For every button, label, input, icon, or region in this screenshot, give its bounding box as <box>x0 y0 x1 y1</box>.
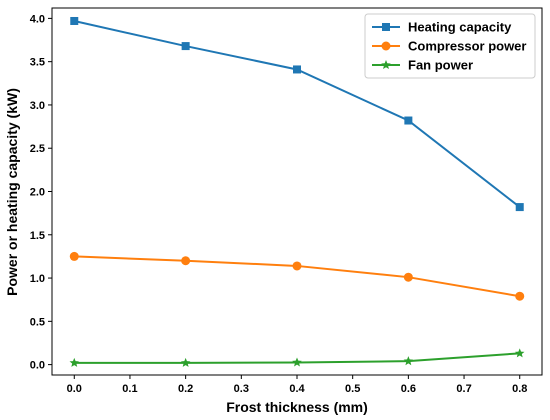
data-point <box>69 357 80 367</box>
y-tick-label: 3.0 <box>30 100 45 112</box>
legend-marker <box>381 41 391 51</box>
legend-box <box>364 13 536 79</box>
x-tick-label: 0.5 <box>345 383 360 395</box>
x-tick-label: 0.7 <box>456 383 471 395</box>
legend-label: Heating capacity <box>408 20 512 35</box>
y-axis-label: Power or heating capacity (kW) <box>4 88 20 296</box>
x-axis-ticks: 0.0 0.1 0.2 0.3 0.4 0.5 0.6 0.7 0.8 <box>67 375 527 395</box>
data-point <box>293 65 301 74</box>
data-point <box>181 256 191 266</box>
y-axis-ticks: 0.0 0.5 1.0 1.5 2.0 2.5 3.0 3.5 4.0 <box>30 13 52 372</box>
x-tick-label: 0.2 <box>178 383 193 395</box>
data-point <box>404 116 413 125</box>
data-point <box>403 272 413 282</box>
legend-marker <box>382 23 390 31</box>
x-axis-label: Frost thickness (mm) <box>226 399 368 415</box>
y-tick-label: 1.0 <box>30 273 45 285</box>
x-tick-label: 0.1 <box>122 383 137 395</box>
data-point <box>181 42 190 51</box>
x-tick-label: 0.8 <box>512 383 527 395</box>
legend: Heating capacity Compressor power Fan powe… <box>364 13 536 79</box>
y-tick-label: 3.5 <box>30 57 45 69</box>
data-point <box>70 16 79 25</box>
y-tick-label: 2.0 <box>30 187 45 199</box>
y-tick-label: 2.5 <box>30 143 45 155</box>
data-point <box>292 357 302 367</box>
y-tick-label: 1.5 <box>30 230 45 242</box>
legend-label: Compressor power <box>408 39 526 54</box>
x-tick-label: 0.0 <box>67 383 82 395</box>
data-point <box>515 203 524 212</box>
y-tick-label: 4.0 <box>30 13 45 25</box>
data-point <box>514 348 525 358</box>
y-tick-label: 0.5 <box>30 316 45 328</box>
data-point <box>292 261 302 271</box>
legend-label: Fan power <box>408 58 473 73</box>
series-layer <box>69 16 525 367</box>
data-point <box>403 356 414 366</box>
x-tick-label: 0.4 <box>289 383 305 395</box>
data-point <box>69 251 79 261</box>
legend-marker <box>381 60 391 70</box>
x-tick-label: 0.3 <box>234 383 249 395</box>
data-point <box>515 291 525 301</box>
data-point <box>180 357 191 367</box>
y-tick-label: 0.0 <box>30 360 45 372</box>
x-tick-label: 0.6 <box>401 383 416 395</box>
